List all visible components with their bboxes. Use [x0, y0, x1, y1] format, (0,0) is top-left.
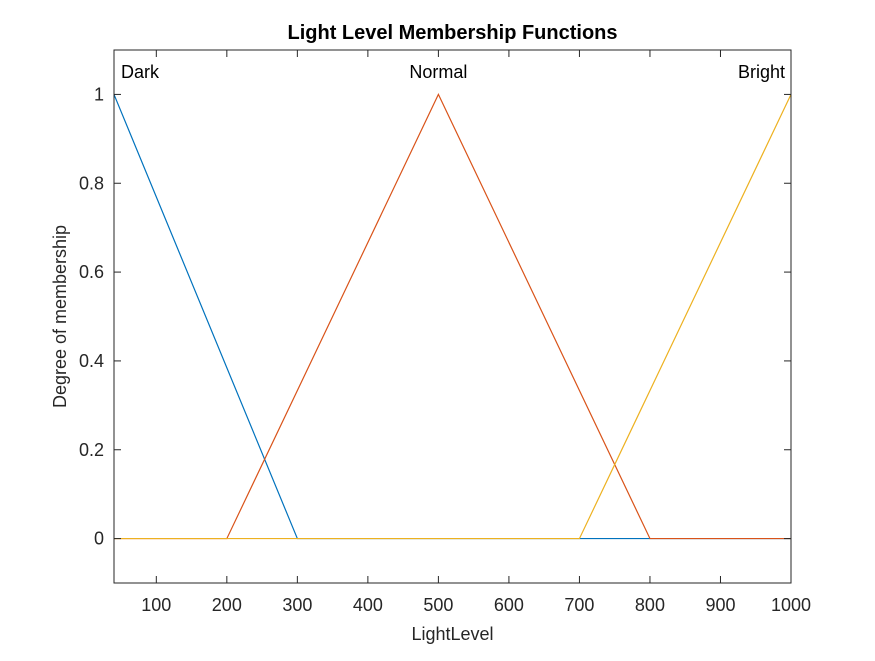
- y-tick-label: 0.6: [79, 262, 104, 282]
- x-tick-label: 200: [212, 595, 242, 615]
- x-tick-label: 100: [141, 595, 171, 615]
- x-tick-label: 300: [282, 595, 312, 615]
- series-line-dark: [113, 94, 791, 540]
- series-layer: [113, 93, 792, 540]
- x-tick-label: 500: [423, 595, 453, 615]
- y-tick-label: 0: [94, 529, 104, 549]
- y-tick-label: 0.4: [79, 351, 104, 371]
- y-tick-label: 0.8: [79, 173, 104, 193]
- chart-title: Light Level Membership Functions: [287, 22, 617, 44]
- y-tick-label: 0.2: [79, 440, 104, 460]
- x-tick-label: 400: [353, 595, 383, 615]
- tick-layer: 100 200 300 400 500 600 700 800 900 1000 0 0.2 0.4 0.…: [79, 50, 811, 615]
- y-axis-label: Degree of membership: [50, 225, 70, 408]
- x-tick-label: 600: [494, 595, 524, 615]
- axes-box: [113, 49, 792, 584]
- x-tick-label: 1000: [771, 595, 811, 615]
- series-line-normal: [114, 93, 791, 540]
- mf-label-normal: Normal: [409, 62, 467, 82]
- series-line-bright: [114, 94, 792, 540]
- mf-label-dark: Dark: [121, 62, 160, 82]
- x-axis-label: LightLevel: [411, 624, 493, 644]
- x-tick-label: 800: [635, 595, 665, 615]
- y-tick-label: 1: [94, 84, 104, 104]
- annotation-layer: Dark Normal Bright: [121, 62, 785, 82]
- x-tick-label: 700: [564, 595, 594, 615]
- x-tick-label: 900: [705, 595, 735, 615]
- mf-label-bright: Bright: [738, 62, 785, 82]
